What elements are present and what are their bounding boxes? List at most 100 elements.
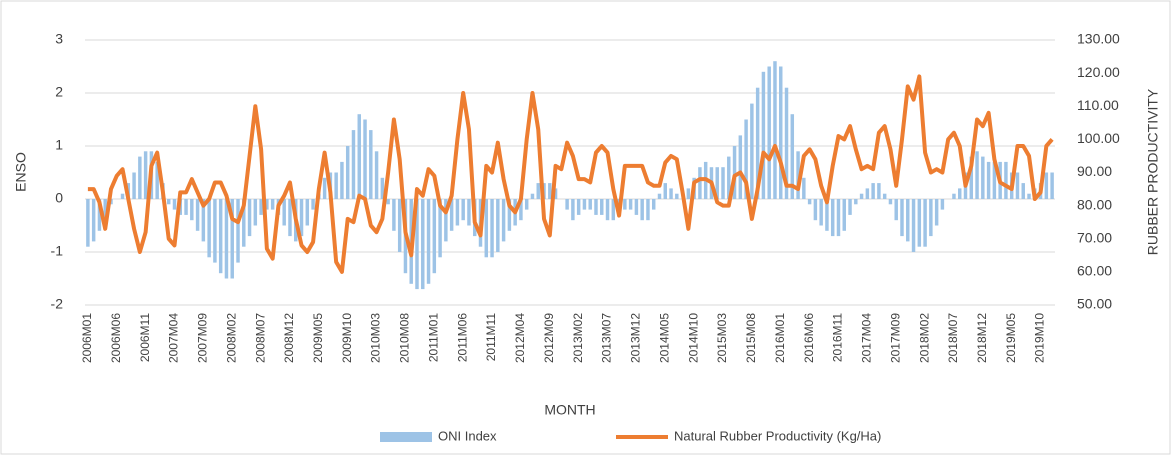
bar xyxy=(501,199,506,242)
bar xyxy=(415,199,419,290)
bar xyxy=(871,183,875,199)
bar xyxy=(969,156,974,199)
bar xyxy=(490,199,494,258)
bar xyxy=(449,199,454,231)
bar xyxy=(715,167,719,199)
bar xyxy=(859,193,864,199)
bar xyxy=(548,183,552,199)
bar xyxy=(865,188,870,199)
bar xyxy=(940,199,945,210)
bar xyxy=(530,193,535,199)
bar xyxy=(830,199,835,237)
bar xyxy=(854,199,858,205)
x-tick-label: 2011M11 xyxy=(484,313,498,362)
x-tick-label: 2008M07 xyxy=(253,313,267,363)
bar xyxy=(155,161,159,199)
bar xyxy=(929,199,933,237)
line xyxy=(87,74,1054,274)
bar xyxy=(484,199,489,258)
x-tick-label: 2016M11 xyxy=(831,313,845,362)
bar xyxy=(432,199,437,274)
bar xyxy=(322,177,327,199)
bar xyxy=(1021,183,1025,199)
bar xyxy=(1044,172,1049,199)
bar xyxy=(519,199,523,221)
bar xyxy=(738,135,743,199)
bar xyxy=(299,199,304,237)
bar xyxy=(334,172,338,199)
bar xyxy=(657,193,662,199)
x-tick-label: 2014M05 xyxy=(657,313,671,363)
bar xyxy=(553,188,558,199)
bar xyxy=(444,199,448,242)
bar xyxy=(138,156,142,199)
bar xyxy=(842,199,846,231)
bar xyxy=(236,199,240,263)
y2-tick-label: 110.00 xyxy=(1077,97,1119,113)
bar xyxy=(143,151,148,199)
x-axis-title: MONTH xyxy=(544,402,595,418)
bar xyxy=(605,199,610,221)
bar xyxy=(369,130,373,199)
x-tick-label: 2013M02 xyxy=(571,313,585,363)
x-tick-label: 2009M10 xyxy=(340,313,354,363)
x-tick-label: 2006M06 xyxy=(109,313,123,363)
bar xyxy=(917,199,922,247)
x-tick-label: 2018M12 xyxy=(975,313,989,363)
y2-tick-label: 120.00 xyxy=(1077,64,1120,80)
bar xyxy=(397,199,402,252)
bar xyxy=(900,199,904,237)
bar xyxy=(992,161,997,199)
bar xyxy=(357,114,361,199)
bar xyxy=(952,193,956,199)
bar xyxy=(986,161,991,199)
bar xyxy=(675,193,679,199)
x-tick-label: 2007M09 xyxy=(196,313,210,363)
bar xyxy=(571,199,575,221)
x-tick-label: 2007M04 xyxy=(167,313,181,363)
bar xyxy=(628,199,633,210)
y2-tick-label: 60.00 xyxy=(1077,263,1112,279)
bar xyxy=(363,119,367,199)
bar xyxy=(807,199,812,205)
y2-tick-label: 130.00 xyxy=(1077,31,1120,47)
bar xyxy=(669,188,673,199)
x-tick-label: 2016M01 xyxy=(773,313,787,363)
bar xyxy=(825,199,829,231)
bar xyxy=(755,87,760,199)
bar xyxy=(259,199,263,215)
x-tick-label: 2017M09 xyxy=(888,313,902,363)
bar xyxy=(386,199,390,205)
x-tick-label: 2009M05 xyxy=(311,313,325,363)
legend-label: Natural Rubber Productivity (Kg/Ha) xyxy=(674,428,881,443)
bar xyxy=(305,199,310,226)
bar xyxy=(663,183,667,199)
bar xyxy=(1015,172,1020,199)
bar xyxy=(120,193,125,199)
bar xyxy=(213,199,217,263)
bar xyxy=(207,199,211,258)
bar xyxy=(836,199,841,237)
bar xyxy=(421,199,425,290)
bar xyxy=(623,199,627,210)
y-tick-label: -2 xyxy=(51,296,64,312)
y-tick-label: 2 xyxy=(55,84,63,100)
x-tick-label: 2012M04 xyxy=(513,313,527,363)
y-tick-label: 0 xyxy=(55,190,63,206)
y2-tick-label: 50.00 xyxy=(1077,296,1112,312)
x-tick-label: 2006M01 xyxy=(80,313,94,363)
x-tick-label: 2008M02 xyxy=(224,313,238,363)
bar xyxy=(773,61,777,200)
bar xyxy=(496,199,500,252)
x-tick-label: 2012M09 xyxy=(542,313,556,363)
bar xyxy=(1004,161,1008,199)
bar xyxy=(767,66,771,199)
bar xyxy=(380,177,385,199)
y2-axis-title: RUBBER PRODUCTIVITY xyxy=(1145,88,1161,255)
y-axis-title: ENSO xyxy=(13,152,29,192)
x-tick-label: 2018M02 xyxy=(917,313,931,363)
bar xyxy=(877,183,881,199)
bar xyxy=(103,199,107,221)
